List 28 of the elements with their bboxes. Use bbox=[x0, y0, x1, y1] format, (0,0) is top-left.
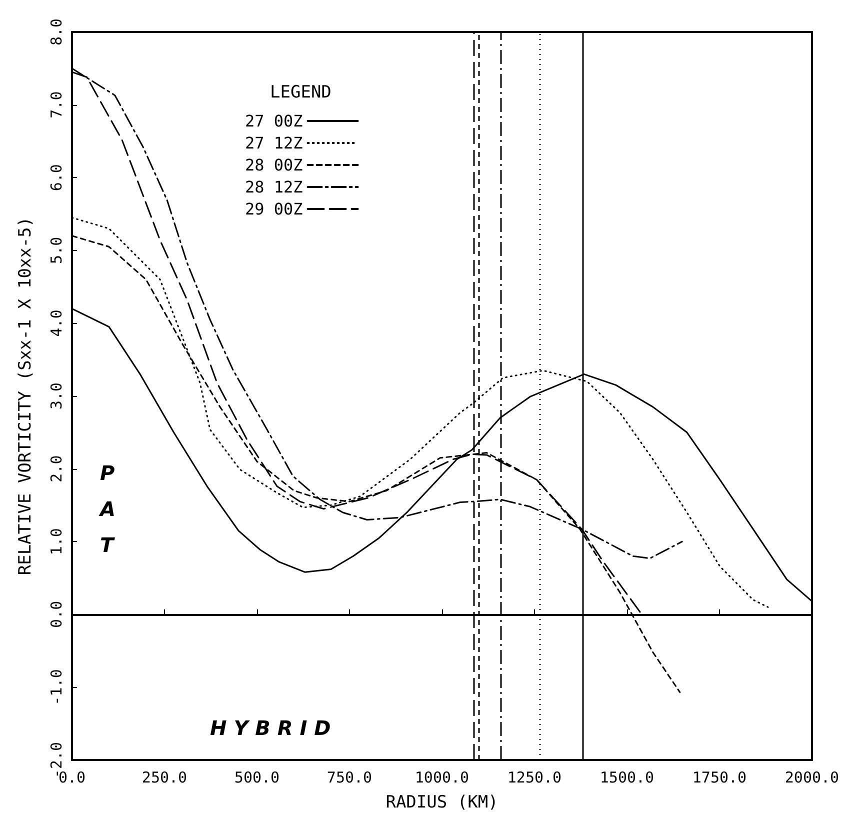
y-tick-label: 5.0 bbox=[48, 236, 66, 264]
y-tick-label: 1.0 bbox=[48, 528, 66, 556]
x-axis-title: RADIUS (KM) bbox=[386, 792, 498, 812]
annotation: PAT bbox=[98, 461, 116, 557]
annotation: H Y B R I D bbox=[210, 716, 331, 740]
x-tick-label: 1250.0 bbox=[507, 768, 562, 786]
y-tick-label: -1.0 bbox=[48, 669, 66, 706]
x-tick-label: 750.0 bbox=[326, 768, 372, 786]
legend-label: 28 00Z bbox=[245, 156, 304, 174]
x-tick-label: 1500.0 bbox=[600, 768, 654, 786]
y-axis-title: RELATIVE VORTICITY (Sxx-1 X 10xx-5) bbox=[16, 216, 36, 576]
y-tick-label: 8.0 bbox=[48, 18, 66, 46]
legend-label: 29 00Z bbox=[245, 200, 304, 218]
y-tick-label: 2.0 bbox=[48, 455, 66, 482]
x-tick-label: 250.0 bbox=[142, 768, 188, 786]
legend-label: 27 00Z bbox=[245, 112, 304, 130]
y-tick-label: 0.0 bbox=[48, 600, 66, 628]
x-tick-label: 1000.0 bbox=[414, 768, 470, 786]
legend-label: 28 12Z bbox=[245, 178, 304, 196]
legend-title: LEGEND bbox=[270, 82, 332, 102]
y-tick-label: 6.0 bbox=[48, 164, 66, 192]
x-tick-label: 500.0 bbox=[234, 768, 280, 786]
y-tick-label: 4.0 bbox=[48, 310, 66, 337]
y-tick-label: 3.0 bbox=[48, 382, 66, 410]
x-tick-label: 1750.0 bbox=[692, 768, 747, 786]
legend-label: 27 12Z bbox=[245, 134, 304, 152]
x-tick-label: 2000.0 bbox=[784, 768, 840, 786]
y-tick-label: 7.0 bbox=[48, 91, 66, 118]
